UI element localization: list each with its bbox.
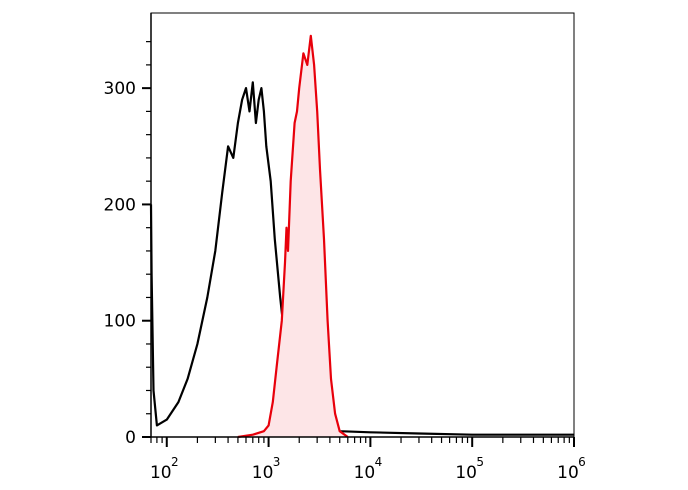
y-tick-label-1: 100: [104, 312, 136, 332]
series-layer: [149, 34, 574, 439]
x-tick-exponent-4: 6: [578, 455, 586, 469]
x-tick-label-1: 10: [252, 463, 274, 483]
x-tick-label-4: 10: [557, 463, 579, 483]
x-tick-label-3: 10: [455, 463, 477, 483]
x-tick-exponent-3: 5: [476, 455, 484, 469]
histogram-line-0: [149, 81, 574, 436]
x-tick-exponent-2: 4: [375, 455, 383, 469]
histogram-line-1: [237, 34, 349, 439]
y-axis: 0 100 200 300: [104, 13, 152, 448]
x-tick-exponent-1: 3: [273, 455, 281, 469]
y-tick-label-2: 200: [104, 195, 136, 215]
x-tick-exponent-0: 2: [171, 455, 179, 469]
y-tick-label-0: 0: [125, 428, 136, 448]
x-tick-label-0: 10: [150, 463, 172, 483]
histogram-fill-1: [237, 35, 348, 438]
y-tick-label-3: 300: [104, 79, 136, 99]
plot-frame: [150, 12, 575, 438]
x-tick-label-2: 10: [354, 463, 376, 483]
